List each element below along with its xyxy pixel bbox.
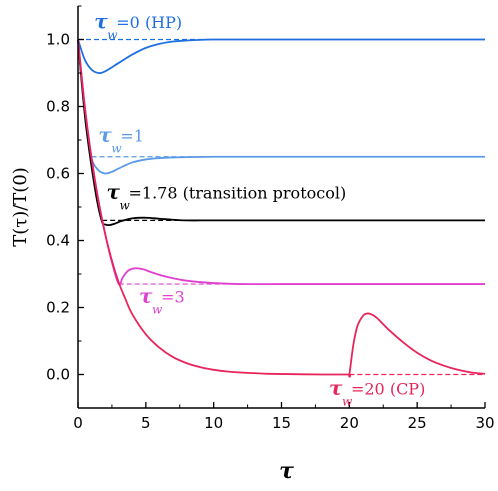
- curve-label-text: =1.78 (transition protocol): [128, 184, 346, 203]
- annotations: τw=0 (HP)τw=1τw=1.78 (transition protoco…: [94, 9, 425, 409]
- curve-label-sub: w: [107, 28, 118, 42]
- curve-label-tau: τ: [106, 180, 120, 204]
- curve-label-tau: τ: [329, 376, 343, 400]
- y-tick-label: 0.8: [46, 98, 70, 116]
- axes: 0 5 10 15 20 25 30 0.0 0.2 0.4 0.6 0.8 1.0: [46, 5, 495, 432]
- curve-label-text: =3: [161, 287, 185, 306]
- curve-label-tau: τ: [98, 123, 112, 147]
- series-line: [77, 39, 486, 378]
- x-tick-label: 25: [408, 414, 427, 432]
- x-tick-label: 10: [204, 414, 223, 432]
- y-tick-label: 0.6: [46, 165, 70, 183]
- series-group: [77, 38, 486, 378]
- x-tick-label: 15: [272, 414, 291, 432]
- x-tick-label: 0: [73, 414, 83, 432]
- curve-label-text: =20 (CP): [351, 380, 425, 399]
- series-line: [77, 39, 485, 286]
- y-axis-label: T(τ)/T(0): [10, 167, 31, 247]
- curve-label-text: =0 (HP): [116, 13, 182, 32]
- y-tick-label: 0.0: [46, 366, 70, 384]
- curve-label-sub: w: [152, 302, 163, 316]
- curve-label-sub: w: [342, 395, 353, 409]
- x-tick-label: 30: [475, 414, 494, 432]
- curve-label-text: =1: [120, 127, 144, 146]
- x-tick-label: 20: [340, 414, 359, 432]
- curve-label: τw=1: [98, 123, 144, 156]
- curve-label-tau: τ: [139, 283, 153, 307]
- x-tick-label: 5: [141, 414, 151, 432]
- curve-label-sub: w: [119, 199, 130, 213]
- curve-label: τw=0 (HP): [94, 9, 182, 42]
- y-tick-label: 0.2: [46, 299, 70, 317]
- y-tick-label: 1.0: [46, 31, 70, 49]
- curve-label: τw=1.78 (transition protocol): [106, 180, 346, 213]
- series-line: [77, 39, 485, 175]
- curve-label: τw=20 (CP): [329, 376, 425, 409]
- curve-label-tau: τ: [94, 9, 108, 33]
- y-tick-label: 0.4: [46, 232, 70, 250]
- curve-label-sub: w: [111, 142, 122, 156]
- series-line: [77, 38, 485, 74]
- x-axis-label: τ: [279, 458, 294, 484]
- series-line: [77, 39, 485, 227]
- curve-label: τw=3: [139, 283, 185, 316]
